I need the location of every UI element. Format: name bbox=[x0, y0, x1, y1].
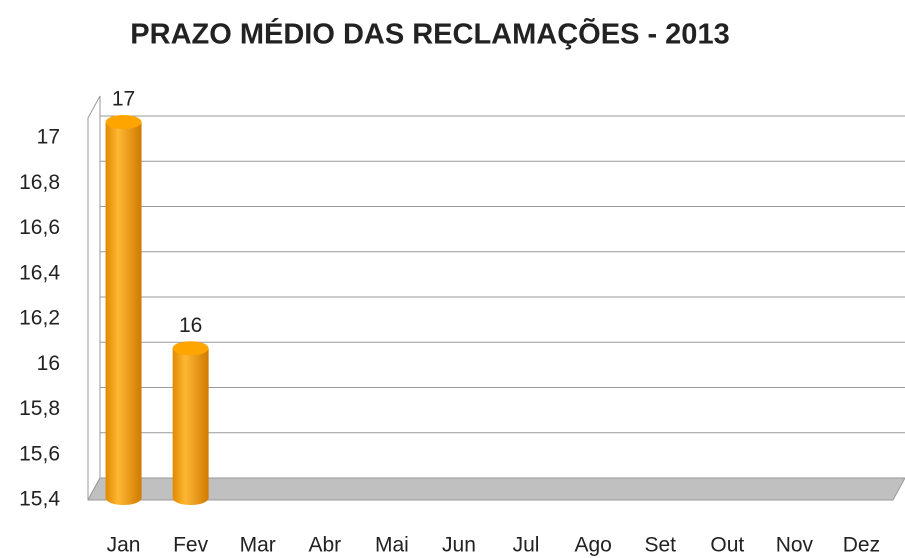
x-tick-label: Dez bbox=[843, 534, 880, 557]
chart-title: PRAZO MÉDIO DAS RECLAMAÇÕES - 2013 bbox=[130, 17, 729, 51]
x-tick-label: Jun bbox=[442, 534, 476, 557]
x-tick-label: Ago bbox=[574, 534, 611, 557]
bar bbox=[105, 115, 142, 505]
value-label: 17 bbox=[112, 88, 135, 111]
y-tick-label: 15,8 bbox=[19, 397, 60, 420]
x-tick-label: Nov bbox=[776, 534, 814, 557]
floor bbox=[87, 477, 905, 501]
y-tick-label: 17 bbox=[37, 126, 60, 149]
x-tick-label: Jul bbox=[513, 534, 540, 557]
x-tick-label: Abr bbox=[308, 534, 341, 557]
y-tick-label: 16 bbox=[37, 352, 60, 375]
y-tick-label: 15,6 bbox=[19, 442, 60, 465]
value-label: 16 bbox=[179, 314, 202, 337]
side-wall bbox=[87, 95, 101, 501]
y-tick-label: 16,6 bbox=[19, 216, 60, 239]
x-tick-label: Mar bbox=[240, 534, 276, 557]
x-tick-label: Out bbox=[710, 534, 744, 557]
bar bbox=[172, 341, 209, 506]
x-tick-label: Jan bbox=[107, 534, 141, 557]
x-tick-label: Fev bbox=[173, 534, 209, 557]
y-tick-label: 16,4 bbox=[19, 261, 60, 284]
y-tick-label: 15,4 bbox=[19, 488, 60, 511]
x-tick-label: Mai bbox=[375, 534, 409, 557]
y-tick-label: 16,2 bbox=[19, 307, 60, 330]
y-tick-label: 16,8 bbox=[19, 171, 60, 194]
x-tick-label: Set bbox=[644, 534, 676, 557]
